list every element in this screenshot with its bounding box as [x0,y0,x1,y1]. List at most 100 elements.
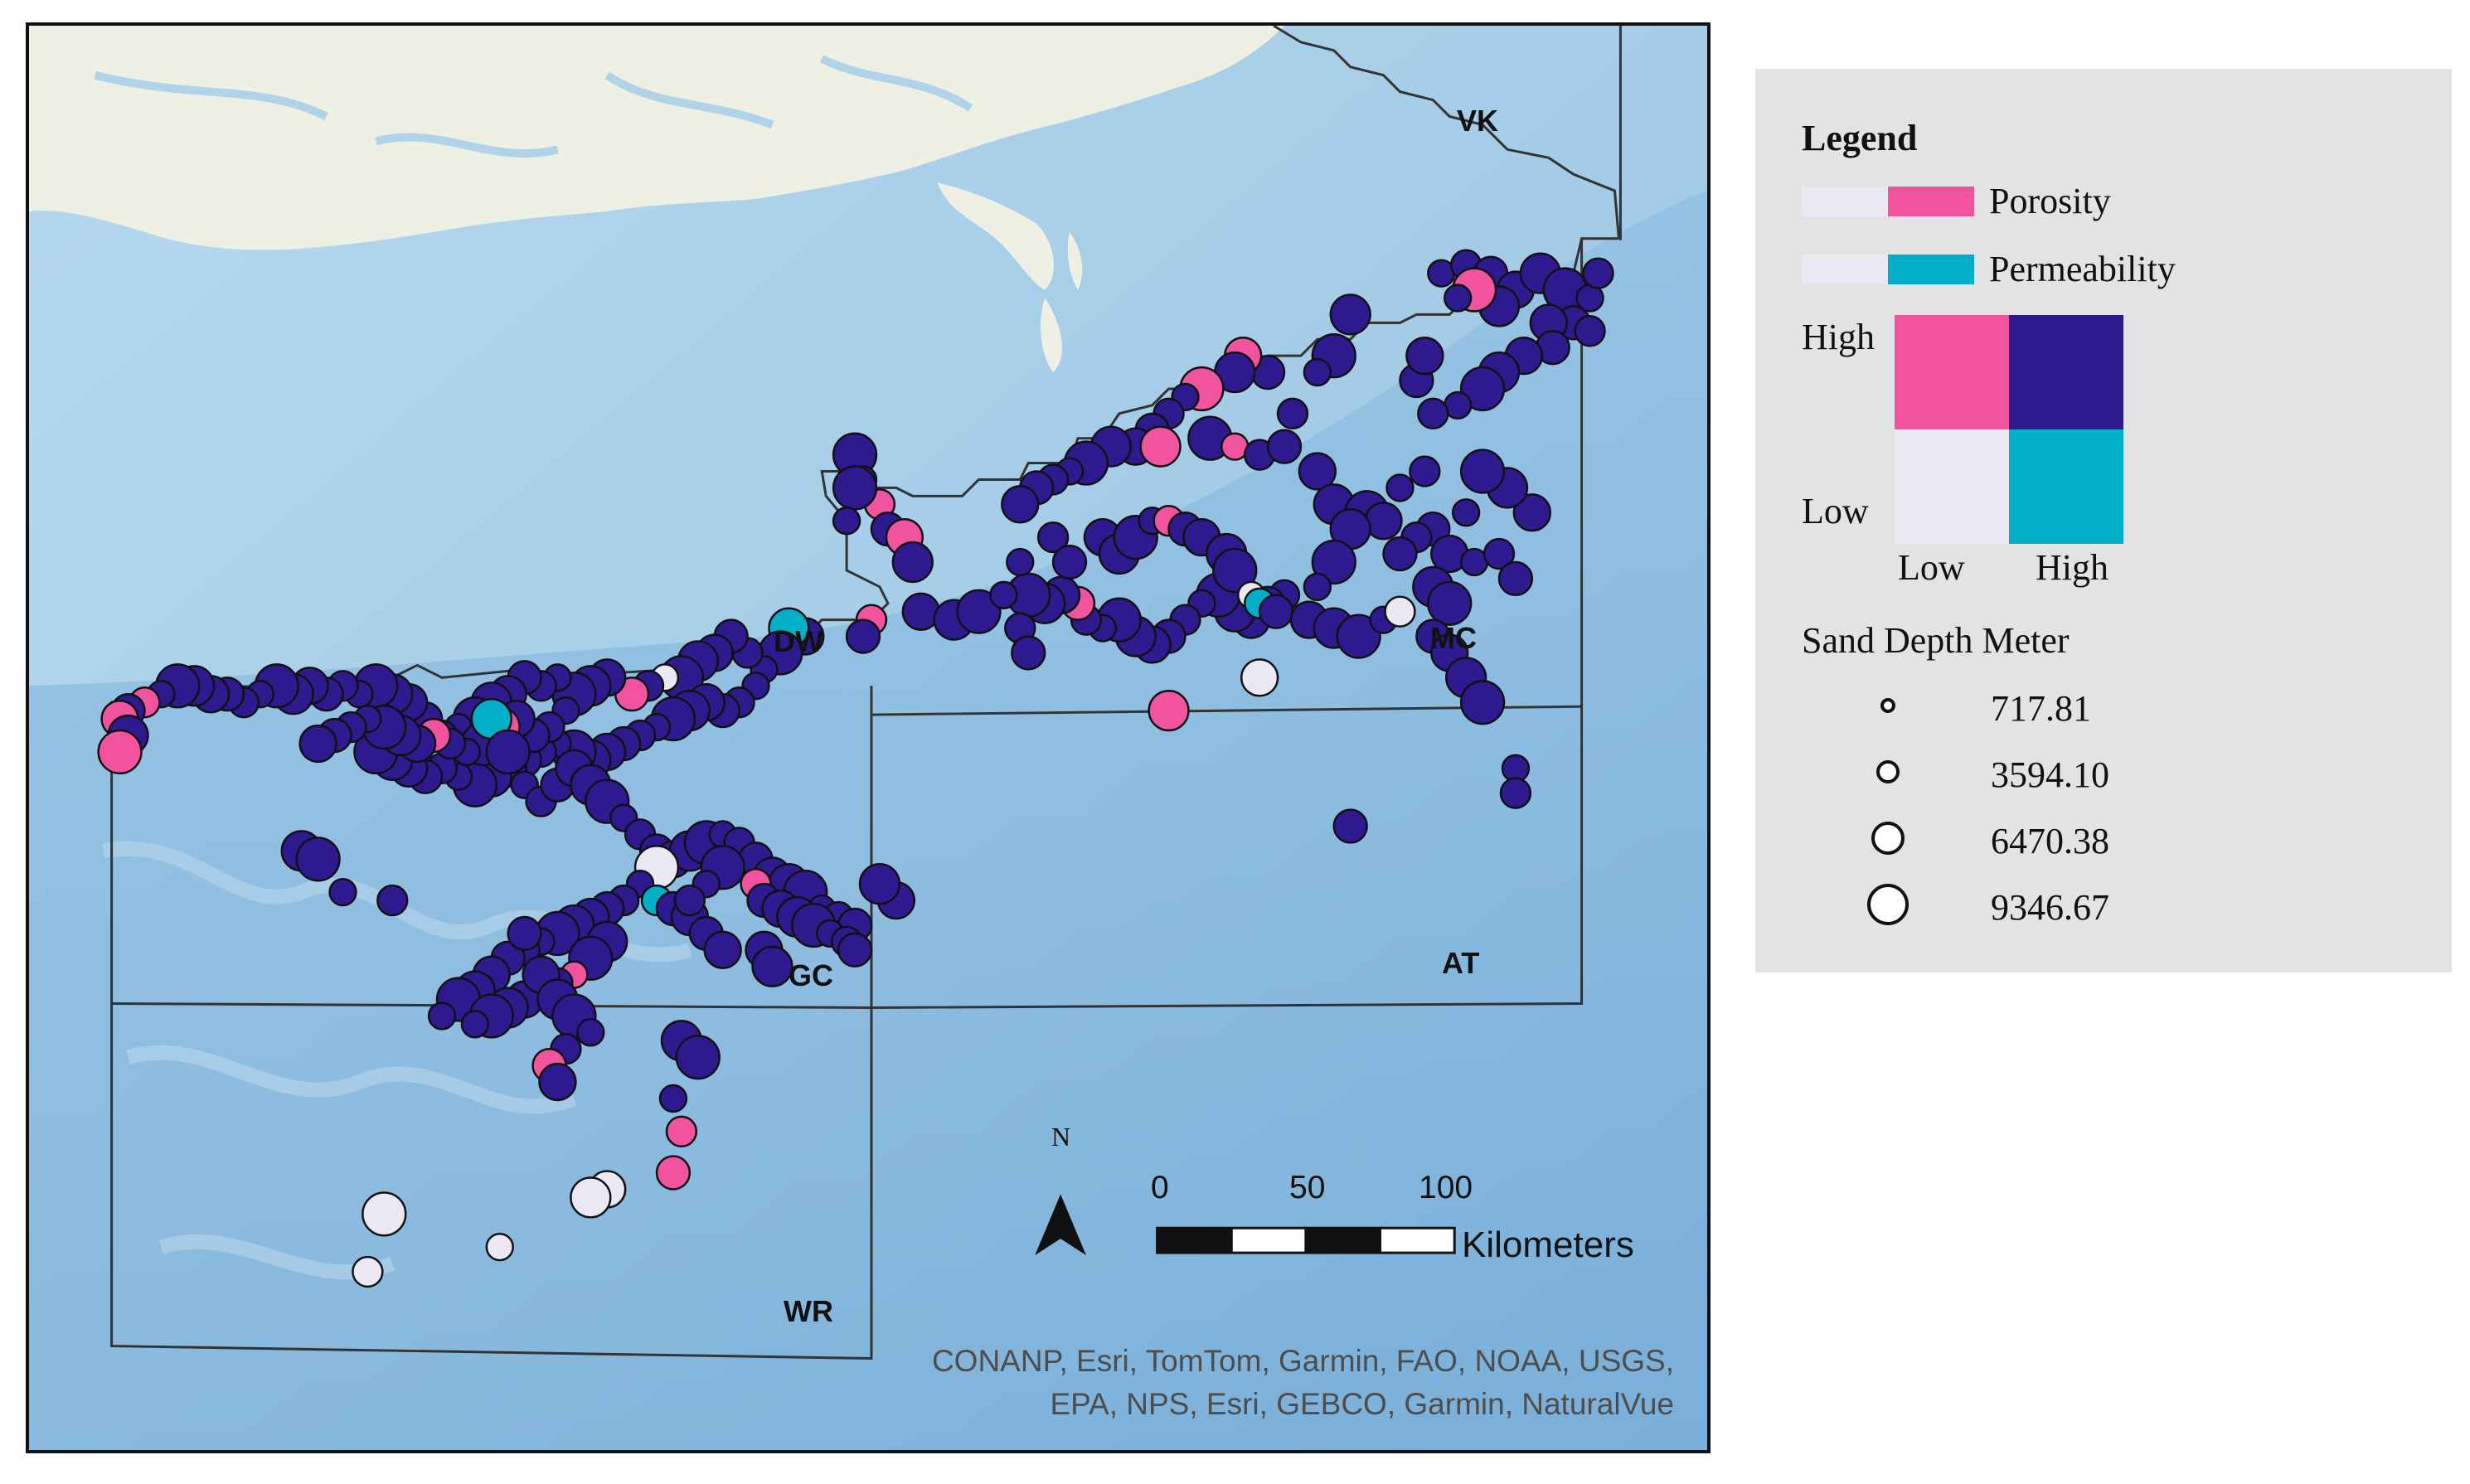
well-point[interactable] [1427,580,1473,626]
well-point[interactable] [485,1232,514,1262]
north-arrow-icon [1035,1194,1086,1256]
well-point[interactable] [1311,539,1356,585]
well-point[interactable] [673,884,706,917]
well-point[interactable] [658,1084,688,1113]
area-label-vk: VK [1457,104,1499,138]
size-legend-title: Sand Depth Meter [1802,620,2070,661]
well-point[interactable] [1459,680,1506,725]
well-point[interactable] [485,729,531,775]
well-point[interactable] [1006,547,1035,577]
well-point[interactable] [1444,284,1473,313]
well-point[interactable] [427,1001,457,1031]
map-frame[interactable]: VK DW MC GC AT WR N 0 50 100 Kilometers … [26,22,1711,1453]
well-point[interactable] [1417,397,1449,429]
inland-water [94,55,973,158]
size-symbol-2 [1876,760,1900,783]
permeability-label: Permeability [1989,249,2176,289]
well-point[interactable] [703,930,742,969]
well-point[interactable] [655,1155,692,1191]
well-point[interactable] [1499,777,1532,809]
well-point[interactable] [1266,429,1303,464]
map-canvas[interactable] [29,26,1707,1450]
deep-water-region [29,191,1707,1450]
well-point[interactable] [1497,560,1534,597]
well-point[interactable] [1451,498,1481,527]
well-point[interactable] [576,1018,605,1047]
well-point[interactable] [845,618,881,654]
well-point[interactable] [751,945,793,987]
well-point[interactable] [1258,594,1294,629]
well-point[interactable] [97,729,143,775]
size-value-3: 6470.38 [1991,821,2109,861]
well-point[interactable] [1459,449,1506,494]
well-point[interactable] [570,1176,612,1219]
porosity-low-swatch [1802,187,1888,216]
well-point[interactable] [328,877,357,907]
well-point[interactable] [1385,473,1415,502]
coast-islands [937,182,1083,373]
well-point[interactable] [989,580,1018,609]
well-point[interactable] [376,884,409,917]
bivariate-high-high-cell [2009,315,2123,429]
well-point[interactable] [1303,572,1332,602]
well-point[interactable] [956,589,1002,634]
north-label: N [1051,1122,1071,1152]
area-label-gc: GC [789,958,833,992]
boundary-line [110,686,873,1360]
well-point[interactable] [1482,537,1516,570]
well-point[interactable] [1574,315,1606,347]
well-point[interactable] [1409,455,1441,487]
well-point[interactable] [1148,690,1190,732]
well-point[interactable] [460,1010,490,1039]
well-point[interactable] [1332,808,1368,844]
well-point[interactable] [675,1035,721,1080]
well-point[interactable] [298,724,337,764]
legend-title: Legend [1802,118,1918,158]
scale-tick-50: 50 [1289,1170,1326,1205]
well-point[interactable] [1011,635,1046,671]
well-points [97,249,1614,1288]
well-point[interactable] [295,837,341,882]
well-point[interactable] [1139,425,1182,468]
well-point[interactable] [858,863,901,905]
well-point[interactable] [1001,485,1040,524]
scale-tick-0: 0 [1151,1170,1169,1205]
well-point[interactable] [1459,366,1506,412]
size-value-2: 3594.10 [1991,754,2109,795]
well-point[interactable] [1036,521,1070,554]
well-point[interactable] [1051,544,1088,580]
well-point[interactable] [1303,357,1332,387]
north-arrow [1035,1194,1086,1256]
size-symbol-3 [1871,822,1905,855]
well-point[interactable] [1212,547,1258,594]
well-point[interactable] [352,1255,384,1288]
bivariate-low-low-cell [1895,429,2009,544]
well-point[interactable] [538,1062,577,1102]
well-point[interactable] [837,932,873,968]
scale-segment-1 [1156,1226,1233,1254]
area-label-mc: MC [1430,621,1477,655]
well-point[interactable] [665,1115,698,1147]
well-point[interactable] [1512,493,1551,532]
well-point[interactable] [1336,613,1381,659]
well-point[interactable] [891,541,934,584]
well-point[interactable] [1582,257,1614,289]
well-point[interactable] [1382,536,1418,572]
bivariate-low-high-cell [2009,429,2123,544]
well-point[interactable] [1240,658,1279,697]
boundary-line [1273,26,1620,239]
well-point[interactable] [832,507,861,536]
well-point[interactable] [1405,337,1444,376]
well-point[interactable] [1298,452,1337,491]
well-point[interactable] [507,915,542,952]
size-value-1: 717.81 [1991,688,2091,729]
well-point[interactable] [1276,397,1309,429]
well-point[interactable] [362,1191,407,1237]
well-point[interactable] [1329,293,1371,336]
legend-panel: Legend Porosity Permeability High Low Lo… [1755,69,2452,972]
well-point[interactable] [832,465,878,511]
well-point[interactable] [1384,595,1416,628]
porosity-label: Porosity [1989,181,2111,221]
scale-bar [1156,1226,1456,1254]
attribution-line-2: EPA, NPS, Esri, GEBCO, Garmin, NaturalVu… [1050,1387,1674,1421]
